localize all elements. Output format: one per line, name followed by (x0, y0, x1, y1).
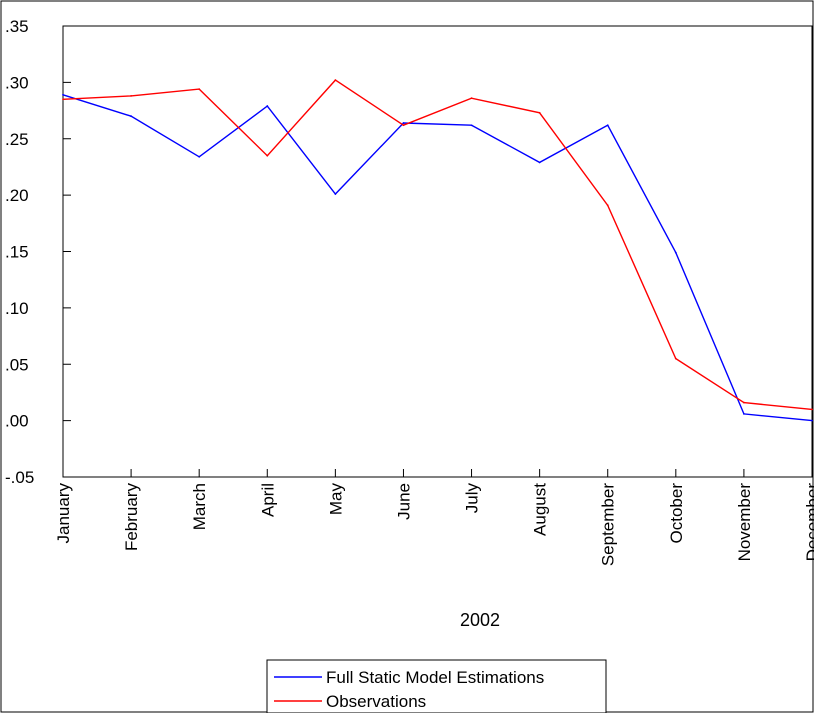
series-line-1 (62, 79, 813, 411)
series-1-point (743, 401, 745, 404)
series-0-point (606, 124, 609, 127)
x-tick-label: July (463, 483, 482, 514)
y-tick-label: .30 (5, 73, 29, 92)
series-1-point (402, 124, 405, 127)
x-tick-label: February (122, 483, 141, 552)
series-0-point (62, 93, 64, 96)
x-axis-year-label: 2002 (460, 610, 500, 630)
y-tick-label: .20 (5, 186, 29, 205)
series-1-point (811, 408, 813, 411)
legend-label: Full Static Model Estimations (326, 668, 544, 687)
y-tick-label: .05 (5, 355, 29, 374)
series-0-point (470, 124, 473, 127)
x-tick-label: October (667, 483, 686, 544)
series-1-point (266, 154, 269, 157)
legend-box (266, 659, 607, 714)
x-tick-label: August (531, 483, 550, 536)
x-tick-label: September (599, 483, 618, 566)
series-0-point (130, 115, 132, 118)
series-0-point (538, 161, 541, 164)
x-axis: January February March April May June July Augu… (54, 469, 814, 566)
series-0-point (811, 419, 813, 422)
legend-label: Observations (326, 692, 426, 711)
series-line-0 (62, 94, 813, 422)
x-tick-label: June (394, 483, 413, 520)
x-tick-label: March (190, 483, 209, 530)
series-0-point (402, 122, 405, 124)
x-tick-label: January (54, 483, 73, 544)
series-1-point (538, 111, 541, 114)
series-1-point (334, 79, 337, 82)
x-tick-label: April (258, 483, 277, 517)
series-0-point (674, 251, 677, 254)
x-tick-label: May (326, 483, 345, 516)
x-tick-label: November (735, 483, 754, 562)
series-1-point (674, 357, 677, 360)
y-tick-label: .10 (5, 299, 29, 318)
y-tick-label: .35 (5, 17, 29, 36)
series-layer (62, 79, 813, 422)
y-tick-label: .15 (5, 243, 29, 262)
series-1-point (198, 88, 201, 91)
y-tick-label: -.05 (5, 468, 34, 487)
series-0-point (334, 193, 337, 195)
series-1-point (470, 97, 473, 100)
series-0-point (198, 155, 201, 158)
series-1-point (606, 204, 609, 207)
y-tick-label: .25 (5, 130, 29, 149)
series-1-point (130, 95, 132, 97)
x-tick-label: December (803, 483, 814, 562)
y-tick-label: .00 (5, 412, 29, 431)
series-1-point (62, 98, 64, 101)
y-axis: -.05 .00 .05 .10 .15 .20 .25 .30 .35 (5, 17, 71, 487)
series-0-point (743, 412, 745, 415)
series-0-point (266, 105, 269, 107)
legend: Full Static Model Estimations Observation… (266, 659, 607, 714)
